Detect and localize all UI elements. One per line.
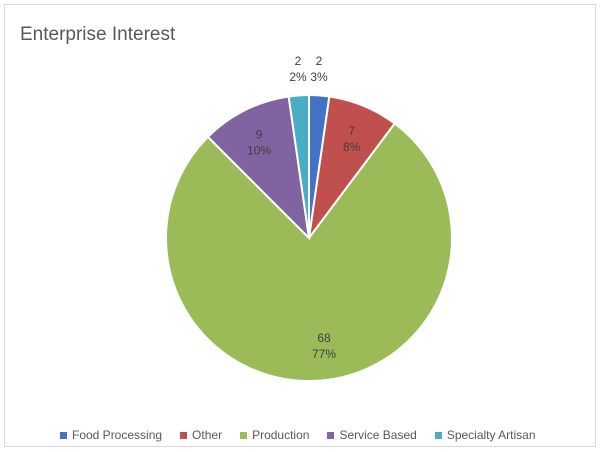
- legend-item-service-based: Service Based: [327, 428, 417, 442]
- legend-swatch: [240, 431, 248, 439]
- data-label-value-specialty-artisan: 2: [295, 54, 302, 68]
- legend-label: Other: [192, 428, 223, 442]
- pie-slice-service-based: [206, 95, 311, 241]
- data-label-percent-production: 77%: [312, 347, 336, 361]
- legend-item-other: Other: [180, 428, 222, 442]
- legend-swatch: [180, 431, 188, 439]
- legend-label: Food Processing: [72, 428, 163, 442]
- data-label-percent-food-processing: 3%: [310, 70, 328, 84]
- data-label-value-other: 7: [348, 124, 355, 138]
- legend-swatch: [60, 431, 67, 439]
- legend-item-food-processing: Food Processing: [60, 428, 162, 442]
- legend-label: Specialty Artisan: [446, 428, 536, 442]
- data-label-percent-service-based: 10%: [247, 143, 271, 157]
- data-label-value-production: 68: [317, 331, 331, 345]
- legend-swatch: [327, 431, 335, 439]
- data-label-value-service-based: 9: [256, 127, 263, 141]
- legend-item-production: Production: [240, 428, 309, 442]
- legend-label: Production: [252, 428, 310, 442]
- legend-label: Service Based: [339, 428, 417, 442]
- pie-slice-production: [165, 122, 453, 382]
- legend-swatch: [434, 431, 442, 439]
- legend-item-specialty-artisan: Specialty Artisan: [434, 428, 536, 442]
- data-label-percent-other: 8%: [343, 140, 361, 154]
- data-label-value-food-processing: 2: [316, 54, 323, 68]
- chart-title: Enterprise Interest: [20, 24, 176, 45]
- chart-legend: Food Processing Other Production Service…: [60, 428, 536, 442]
- pie-slice-specialty-artisan: [287, 93, 310, 239]
- data-label-percent-specialty-artisan: 2%: [289, 70, 307, 84]
